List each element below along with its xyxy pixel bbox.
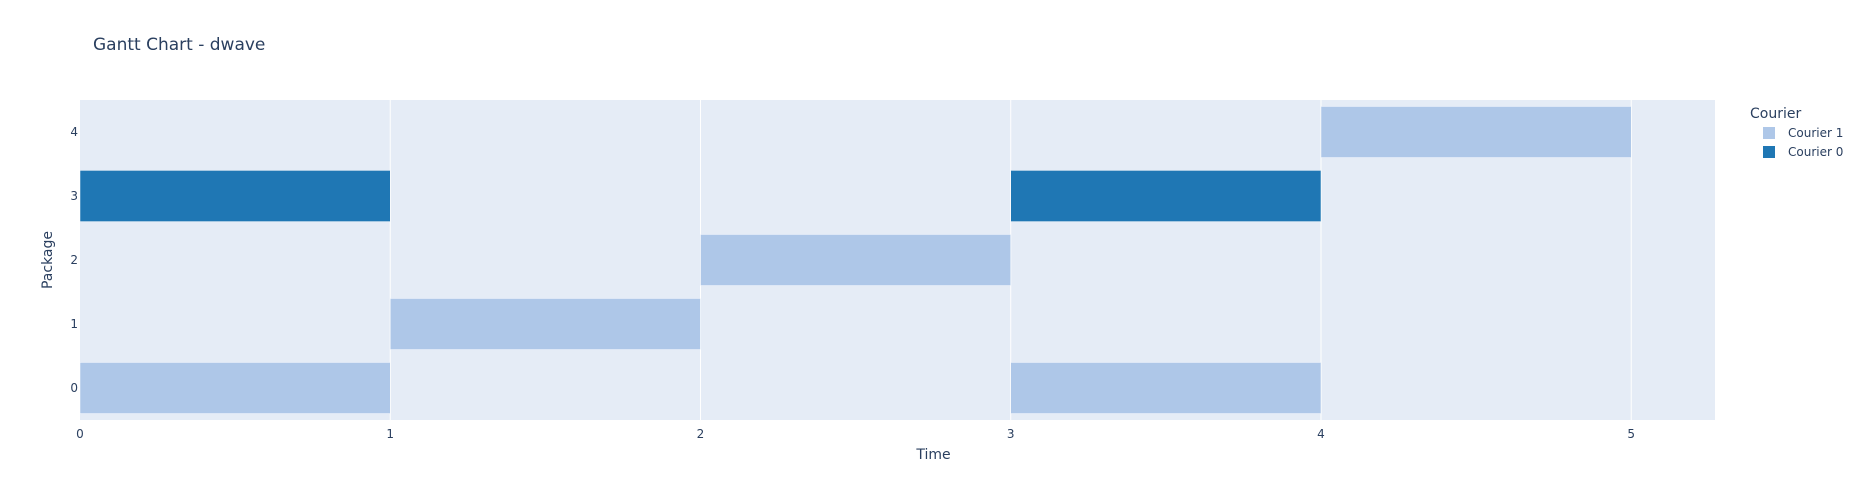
x-tick-label: 1 [386, 427, 394, 441]
legend-swatch[interactable] [1763, 127, 1775, 139]
legend-swatch[interactable] [1763, 146, 1775, 158]
legend[interactable]: Courier Courier 1 Courier 0 [1750, 106, 1843, 159]
x-axis-ticks: 0 1 2 3 4 5 [76, 427, 1635, 441]
legend-title: Courier [1750, 106, 1801, 122]
y-tick-label: 3 [70, 189, 78, 203]
y-axis-title: Package [40, 231, 56, 289]
y-tick-label: 2 [70, 253, 78, 267]
gantt-bar[interactable] [1320, 106, 1632, 158]
legend-item-label[interactable]: Courier 1 [1788, 126, 1843, 140]
y-tick-label: 4 [70, 125, 78, 139]
x-tick-label: 3 [1007, 427, 1015, 441]
y-tick-label: 0 [70, 381, 78, 395]
y-tick-label: 1 [70, 317, 78, 331]
x-tick-label: 5 [1627, 427, 1635, 441]
legend-item-label[interactable]: Courier 0 [1788, 145, 1843, 159]
y-axis-ticks: 0 1 2 3 4 [70, 125, 78, 395]
chart-title: Gantt Chart - dwave [93, 35, 265, 55]
gantt-bar[interactable] [389, 298, 701, 350]
x-tick-label: 4 [1317, 427, 1325, 441]
gantt-bar[interactable] [700, 234, 1011, 286]
x-axis-title: Time [915, 447, 950, 463]
x-tick-label: 0 [76, 427, 84, 441]
gantt-bar[interactable] [1010, 362, 1322, 414]
bars [79, 106, 1632, 414]
gantt-bar[interactable] [79, 362, 391, 414]
gantt-bar[interactable] [1010, 170, 1322, 222]
x-tick-label: 2 [697, 427, 705, 441]
gantt-bar[interactable] [79, 170, 391, 222]
